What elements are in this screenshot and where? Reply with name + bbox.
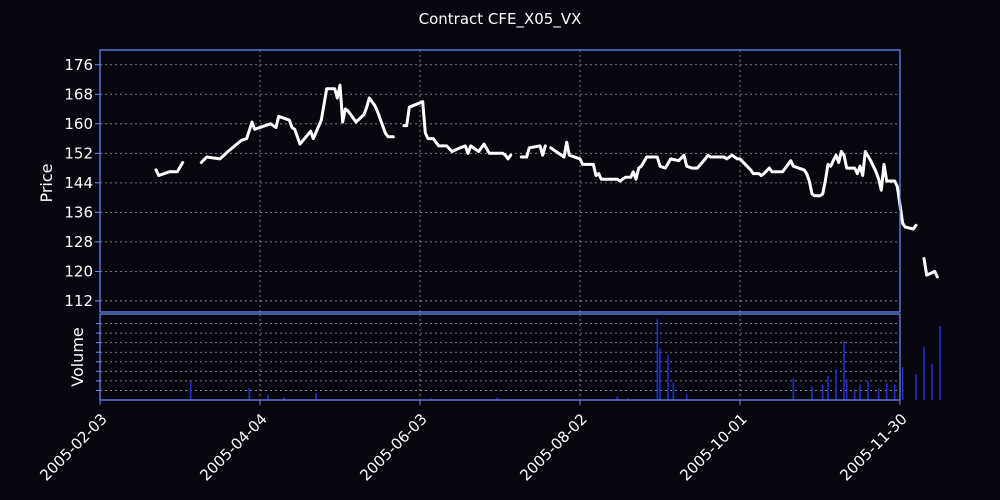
price-tick-label: 144 <box>64 174 93 192</box>
price-tick-label: 160 <box>64 115 93 133</box>
volume-bar <box>859 384 861 400</box>
volume-bar <box>827 375 829 400</box>
price-line-segment <box>199 83 395 164</box>
volume-bar <box>429 398 432 400</box>
volume-bar <box>672 382 675 400</box>
grid-layer <box>100 50 900 400</box>
volume-bar <box>283 397 285 400</box>
price-line-segment <box>402 100 513 161</box>
volume-bar <box>923 346 925 400</box>
volume-bar <box>616 396 619 400</box>
volume-bar <box>627 398 629 400</box>
volume-bar <box>496 397 499 400</box>
volume-bar <box>885 382 888 400</box>
volume-bar <box>267 394 269 400</box>
volume-bar <box>939 326 941 400</box>
volume-bar <box>893 384 896 400</box>
volume-bar <box>835 369 837 400</box>
volume-bar <box>656 319 659 400</box>
volume-bar <box>843 341 845 400</box>
volume-bar <box>248 387 251 400</box>
volume-bar <box>792 378 795 400</box>
price-line-segment <box>154 161 185 177</box>
price-tick-label: 152 <box>64 144 93 162</box>
price-line-segment <box>922 257 939 279</box>
price-axis-label: Price <box>37 163 56 202</box>
volume-bar <box>667 355 669 400</box>
price-tick-label: 168 <box>64 85 93 103</box>
volume-bars <box>189 319 941 400</box>
price-tick-label: 176 <box>64 56 93 74</box>
volume-bar <box>685 393 688 400</box>
panel-frames <box>99 49 901 401</box>
volume-bar <box>901 367 904 400</box>
volume-bar <box>189 381 192 400</box>
volume-bar <box>821 384 824 400</box>
volume-bar <box>811 386 813 400</box>
volume-bar <box>659 348 661 400</box>
chart-title: Contract CFE_X05_VX <box>419 10 582 29</box>
volume-bar <box>867 381 869 400</box>
volume-panel-frame <box>99 313 901 401</box>
volume-bar <box>845 379 848 400</box>
volume-axis-label: Volume <box>68 327 87 387</box>
price-tick-label: 120 <box>64 262 93 280</box>
price-line-segment <box>519 144 547 159</box>
volume-bar <box>915 374 917 400</box>
volume-bar <box>853 389 856 400</box>
price-panel-frame <box>99 49 901 313</box>
price-series <box>154 83 939 279</box>
volume-bar <box>877 387 880 400</box>
price-tick-label: 112 <box>64 292 93 310</box>
price-line-segment <box>549 140 918 231</box>
volume-bar <box>315 393 317 400</box>
volume-bar <box>931 363 933 400</box>
price-tick-label: 136 <box>64 203 93 221</box>
price-tick-label: 128 <box>64 233 93 251</box>
